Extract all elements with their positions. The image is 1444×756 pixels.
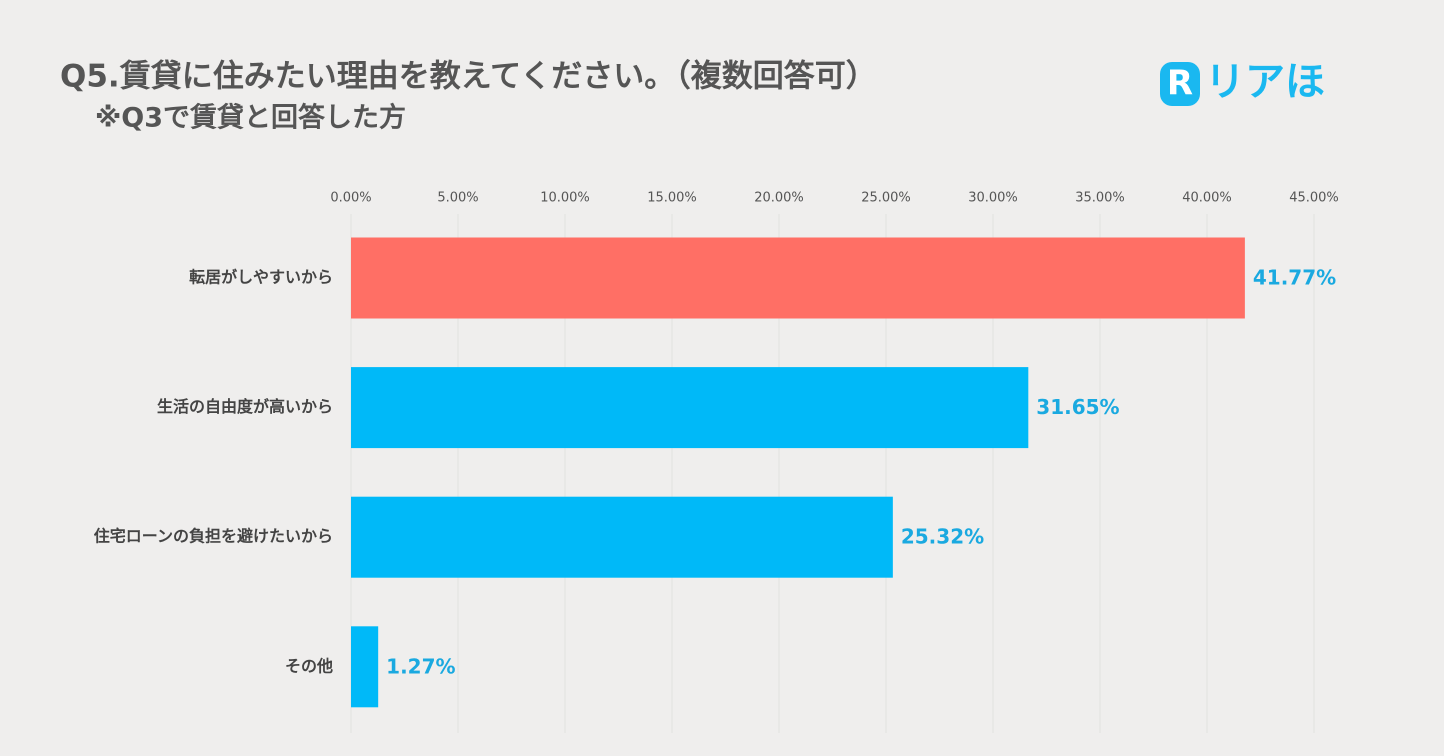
x-tick-label: 10.00%: [540, 191, 590, 206]
value-label: 31.65%: [1036, 395, 1119, 419]
y-tick-label: 転居がしやすいから: [189, 268, 333, 287]
logo-mark: R: [1167, 64, 1193, 104]
chart-title: Q5.賃貸に住みたい理由を教えてください。（複数回答可）: [60, 59, 877, 95]
logo-badge: [1160, 62, 1200, 106]
x-tick-label: 5.00%: [437, 191, 478, 206]
logo-name: リアほ: [1205, 59, 1325, 105]
x-tick-label: 45.00%: [1289, 191, 1339, 206]
bar: [351, 496, 893, 578]
value-label: 1.27%: [386, 654, 455, 678]
value-label: 41.77%: [1253, 266, 1336, 290]
x-tick-label: 25.00%: [861, 191, 911, 206]
chart-subtitle: ※Q3で賃貸と回答した方: [95, 102, 406, 134]
x-tick-label: 35.00%: [1075, 191, 1125, 206]
bar: [351, 626, 379, 708]
x-tick-label: 20.00%: [754, 191, 804, 206]
x-tick-label: 15.00%: [647, 191, 697, 206]
y-tick-label: その他: [285, 656, 333, 675]
y-tick-label: 住宅ローンの負担を避けたいから: [94, 527, 333, 546]
y-tick-label: 生活の自由度が高いから: [157, 397, 333, 416]
bar: [351, 367, 1029, 449]
bar: [351, 237, 1245, 319]
x-tick-label: 0.00%: [330, 191, 371, 206]
value-label: 25.32%: [901, 525, 984, 549]
x-tick-label: 30.00%: [968, 191, 1018, 206]
x-tick-label: 40.00%: [1182, 191, 1232, 206]
